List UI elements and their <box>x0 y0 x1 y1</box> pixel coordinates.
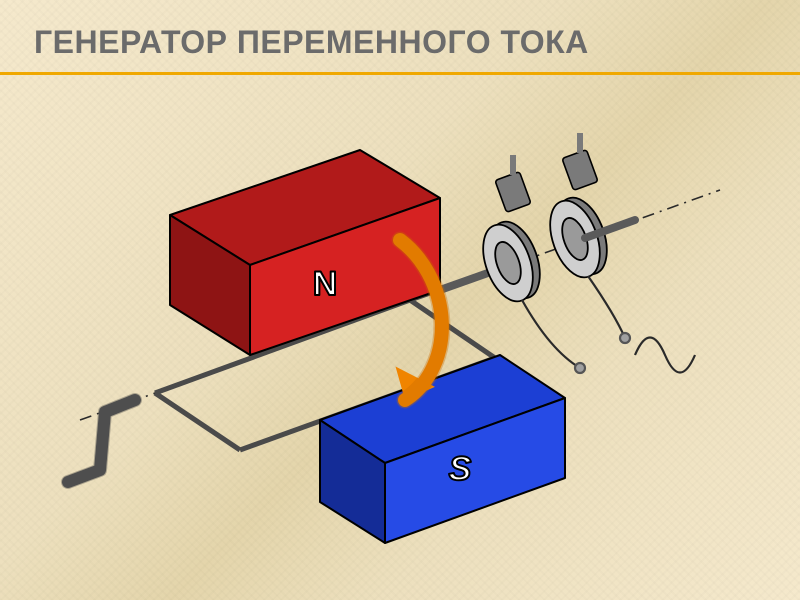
crank-handle <box>68 400 135 482</box>
magnet-north-label: N <box>313 265 338 303</box>
title-underline <box>0 72 800 75</box>
page-title: ГЕНЕРАТОР ПЕРЕМЕННОГО ТОКА <box>34 24 589 61</box>
brush-1 <box>495 155 531 212</box>
slip-ring-1 <box>474 215 550 308</box>
brush-2 <box>562 133 598 190</box>
magnet-north: N <box>170 150 440 355</box>
output-wires <box>522 276 630 373</box>
generator-diagram: N S <box>60 120 740 550</box>
sine-wave-icon <box>635 338 695 373</box>
magnet-south-label: S <box>449 450 472 488</box>
magnet-south: S <box>320 355 565 543</box>
slip-ring-2 <box>541 191 617 284</box>
